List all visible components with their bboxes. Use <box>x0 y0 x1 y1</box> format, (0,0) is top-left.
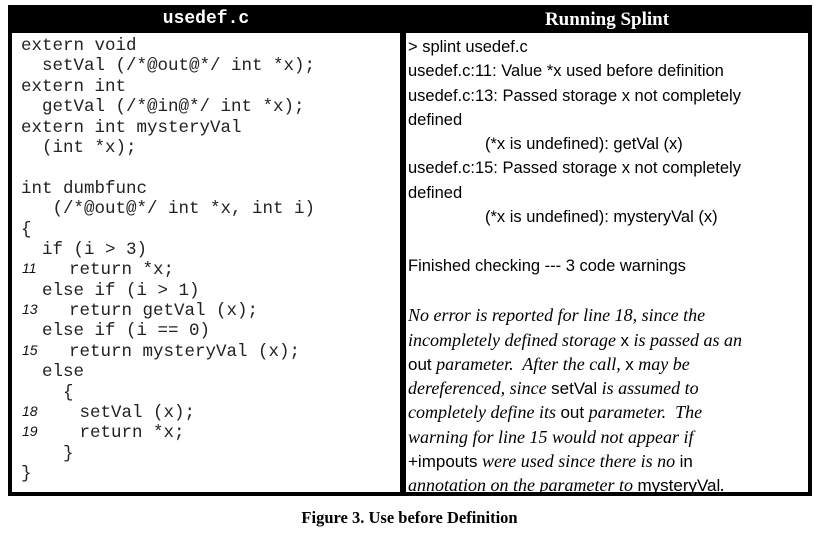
line-number: 11 <box>22 260 37 277</box>
code-text: else <box>21 362 85 383</box>
code-line: getVal (/*@in@*/ int *x); <box>21 97 399 117</box>
code-line: } <box>21 464 399 484</box>
note-text: warning for line 15 would not appear if <box>408 426 694 447</box>
code-text: { <box>21 219 32 240</box>
note-text: is passed as an <box>628 329 742 350</box>
note-text: were used since there is no <box>477 451 680 472</box>
output-line <box>408 281 806 305</box>
code-line: } <box>21 444 399 464</box>
code-line: extern int mysteryVal <box>21 118 399 138</box>
figure-caption: Figure 3. Use before Definition <box>301 508 518 527</box>
code-identifier: +impouts <box>408 452 478 472</box>
output-line: usedef.c:13: Passed storage x not comple… <box>408 86 741 105</box>
code-line <box>21 158 399 178</box>
code-text: return mysteryVal (x); <box>69 341 301 362</box>
output-line: > splint usedef.c <box>408 38 528 56</box>
note-text: incompletely defined storage <box>408 329 621 350</box>
code-line: else if (i > 1) <box>21 281 399 301</box>
line-number: 18 <box>22 403 38 420</box>
code-text: else if (i == 0) <box>21 321 211 342</box>
code-identifier: x <box>620 330 629 350</box>
note-line: out parameter. After the call, x may be <box>408 354 806 378</box>
note-text: completely define its <box>408 402 561 423</box>
code-panel-title: usedef.c <box>12 9 400 33</box>
output-line: Finished checking --- 3 code warnings <box>408 256 686 275</box>
code-identifier: mysteryVal <box>637 476 721 496</box>
note-line: annotation on the parameter to mysteryVa… <box>408 475 806 499</box>
source-code-listing: extern void setVal (/*@out@*/ int *x); ex… <box>21 36 399 485</box>
code-identifier: out <box>560 403 585 423</box>
output-line <box>408 232 806 256</box>
note-line: completely define its out parameter. The <box>408 402 806 426</box>
code-text: } <box>21 464 32 485</box>
output-line: (*x is undefined): getVal (x) <box>485 135 683 154</box>
code-identifier: x <box>625 354 634 374</box>
code-line: 19 return *x; <box>21 423 399 443</box>
splint-output: > splint usedef.c usedef.c:11: Value *x u… <box>408 38 806 500</box>
note-text: parameter. The <box>584 402 703 423</box>
output-line: defined <box>408 183 463 202</box>
code-line: 15 return mysteryVal (x); <box>21 342 399 362</box>
note-line: incompletely defined storage x is passed… <box>408 330 806 354</box>
note-line: No error is reported for line 18, since … <box>408 305 806 329</box>
code-text: extern int mysteryVal <box>21 117 242 138</box>
code-text: } <box>21 443 74 464</box>
code-text: extern int <box>21 76 127 97</box>
note-text: No error is reported for line 18, since … <box>408 305 706 326</box>
output-line: (*x is undefined): mysteryVal (x) <box>485 208 718 227</box>
line-number: 15 <box>22 341 38 358</box>
code-text: setVal (/*@out@*/ int *x); <box>21 56 316 77</box>
code-text: (/*@out@*/ int *x, int i) <box>21 199 316 220</box>
code-identifier: setVal <box>551 379 598 399</box>
note-text: . <box>720 475 725 496</box>
code-text: if (i > 3) <box>21 239 148 260</box>
code-line: (/*@out@*/ int *x, int i) <box>21 199 399 219</box>
code-identifier: out <box>408 354 432 374</box>
note-line: dereferenced, since setVal is assumed to <box>408 378 806 402</box>
note-text: dereferenced, since <box>408 378 552 399</box>
code-line: else <box>21 362 399 382</box>
code-text: (int *x); <box>21 137 137 158</box>
code-line: extern int <box>21 77 399 97</box>
line-number: 13 <box>22 301 38 318</box>
line-number: 19 <box>22 423 38 440</box>
code-line: setVal (/*@out@*/ int *x); <box>21 56 399 76</box>
figure-frame: usedef.c Running Splint extern void setV… <box>8 5 812 496</box>
note-text: is assumed to <box>597 378 699 399</box>
code-text: return *x; <box>79 423 185 444</box>
note-line: warning for line 15 would not appear if <box>408 427 806 451</box>
code-text: int dumbfunc <box>21 178 148 199</box>
column-divider <box>400 9 406 492</box>
output-line: usedef.c:15: Passed storage x not comple… <box>408 159 741 178</box>
output-line: usedef.c:11: Value *x used before defini… <box>408 62 724 81</box>
code-line: if (i > 3) <box>21 240 399 260</box>
code-identifier: in <box>679 452 693 472</box>
note-text: parameter. After the call, <box>431 353 626 374</box>
code-text: setVal (x); <box>79 403 196 424</box>
code-line: 13 return getVal (x); <box>21 301 399 321</box>
note-text: annotation on the parameter to <box>408 475 638 496</box>
output-line: defined <box>408 110 463 129</box>
code-text: else if (i > 1) <box>21 280 200 301</box>
output-panel-title: Running Splint <box>406 9 808 33</box>
code-line: { <box>21 220 399 240</box>
code-text: extern void <box>21 36 137 56</box>
code-line: (int *x); <box>21 138 399 158</box>
code-line: extern void <box>21 36 399 56</box>
code-text: return *x; <box>69 260 175 281</box>
code-text: { <box>21 382 74 403</box>
note-text: may be <box>633 353 690 374</box>
code-text: return getVal (x); <box>69 301 259 322</box>
code-text: getVal (/*@in@*/ int *x); <box>21 97 305 118</box>
code-line: int dumbfunc <box>21 179 399 199</box>
code-line: else if (i == 0) <box>21 321 399 341</box>
note-line: +impouts were used since there is no in <box>408 451 806 475</box>
code-line: 11 return *x; <box>21 260 399 280</box>
code-line: { <box>21 383 399 403</box>
code-line: 18 setVal (x); <box>21 403 399 423</box>
